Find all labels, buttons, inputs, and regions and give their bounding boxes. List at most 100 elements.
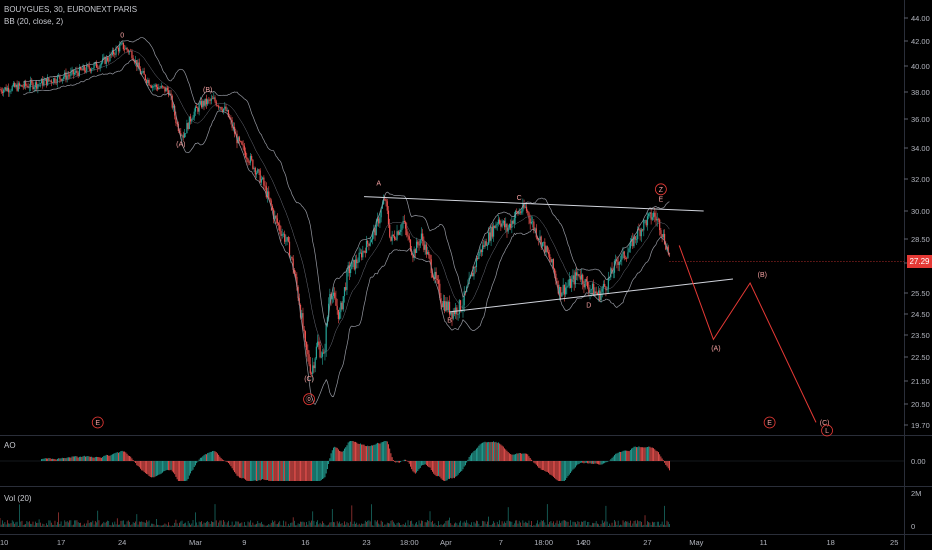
candle-body (429, 255, 431, 260)
candle-body (549, 254, 551, 260)
candle-body (81, 69, 83, 71)
candle-body (643, 220, 645, 231)
candle-body (379, 217, 381, 224)
candle-body (227, 109, 230, 118)
candle-body (108, 60, 110, 62)
candle-body (78, 67, 81, 77)
candle-body (622, 251, 624, 255)
candle-body (445, 301, 447, 312)
candle-body (148, 80, 150, 86)
candle-body (485, 241, 487, 246)
candle-body (511, 220, 513, 228)
candle-body (439, 283, 441, 299)
candle-body (389, 224, 391, 237)
candle-body (398, 231, 401, 235)
candle-body (335, 297, 337, 306)
candle-body (463, 291, 465, 306)
candle-body (640, 229, 642, 237)
candle-body (562, 284, 564, 293)
candle-body (76, 70, 78, 73)
candle-body (153, 86, 155, 87)
candle-body (47, 78, 49, 86)
candle-body (480, 249, 482, 253)
projection-path[interactable] (678, 245, 817, 423)
candle-body (315, 346, 317, 359)
candle-body (39, 83, 41, 85)
candle-body (67, 75, 70, 77)
candle-body (339, 312, 341, 319)
candle-body (160, 85, 162, 88)
candle-body (251, 156, 253, 160)
bollinger-upper-band (22, 37, 670, 328)
candle-body (257, 169, 259, 173)
candle-body (143, 71, 145, 75)
candle-body (141, 72, 143, 75)
candle-body (64, 72, 66, 78)
candle-body (423, 241, 425, 250)
candle-body (384, 199, 386, 200)
wave-label: (C) (304, 376, 314, 383)
candle-body (323, 352, 325, 354)
bollinger-basis (23, 50, 670, 352)
candle-body (359, 252, 361, 254)
candle-body (122, 42, 124, 50)
candle-body (244, 151, 247, 158)
candle-body (645, 220, 647, 226)
candle-body (386, 201, 388, 211)
volume-indicator-label[interactable]: Vol (20) (4, 494, 32, 503)
candle-body (473, 267, 475, 277)
candle-body (462, 305, 464, 311)
candle-body (53, 78, 55, 83)
candle-body (646, 216, 649, 226)
candle-body (506, 223, 508, 232)
candle-body (475, 257, 478, 268)
candle-body (150, 86, 153, 88)
candle-body (214, 97, 216, 102)
ao-indicator-label[interactable]: AO (4, 441, 16, 450)
ao-axis-tick-label: 0.00 (911, 457, 926, 466)
time-axis-tick-label: May (689, 538, 703, 547)
triangle-trendline[interactable] (449, 278, 734, 313)
candle-body (226, 109, 228, 111)
candle-body (588, 287, 590, 293)
candle-body (569, 278, 572, 288)
candle-body (602, 283, 605, 289)
bb-indicator-label[interactable]: BB (20, close, 2) (4, 17, 64, 26)
candle-body (89, 68, 91, 72)
candle-body (662, 233, 664, 238)
candle-body (391, 234, 393, 241)
candle-body (50, 80, 52, 83)
candle-body (61, 78, 63, 82)
candle-body (40, 79, 43, 84)
candle-body (171, 95, 173, 108)
candle-body (170, 93, 172, 96)
candle-body (417, 241, 419, 245)
candle-body (293, 269, 296, 274)
candle-body (45, 78, 48, 86)
candle-body (14, 83, 16, 87)
candle-body (329, 294, 331, 304)
candle-body (203, 100, 205, 106)
triangle-trendline[interactable] (364, 196, 704, 212)
candle-body (237, 137, 239, 144)
candle-body (119, 45, 121, 52)
candle-body (342, 296, 344, 310)
candle-body (156, 87, 159, 90)
candle-body (357, 262, 359, 264)
candle-body (661, 234, 663, 238)
price-axis-tick-label: 19.70 (911, 421, 930, 430)
time-axis-tick-label: 25 (890, 538, 898, 547)
candle-body (474, 267, 476, 268)
candle-body (58, 75, 60, 77)
candle-body (434, 271, 436, 279)
candle-body (222, 108, 225, 112)
candle-body (328, 303, 330, 318)
candle-body (516, 211, 518, 212)
candle-body (248, 162, 250, 163)
candle-body (279, 224, 281, 231)
candle-body (591, 283, 594, 290)
candle-body (659, 219, 661, 231)
candle-body (557, 285, 559, 294)
circled-wave-marker (763, 416, 776, 429)
